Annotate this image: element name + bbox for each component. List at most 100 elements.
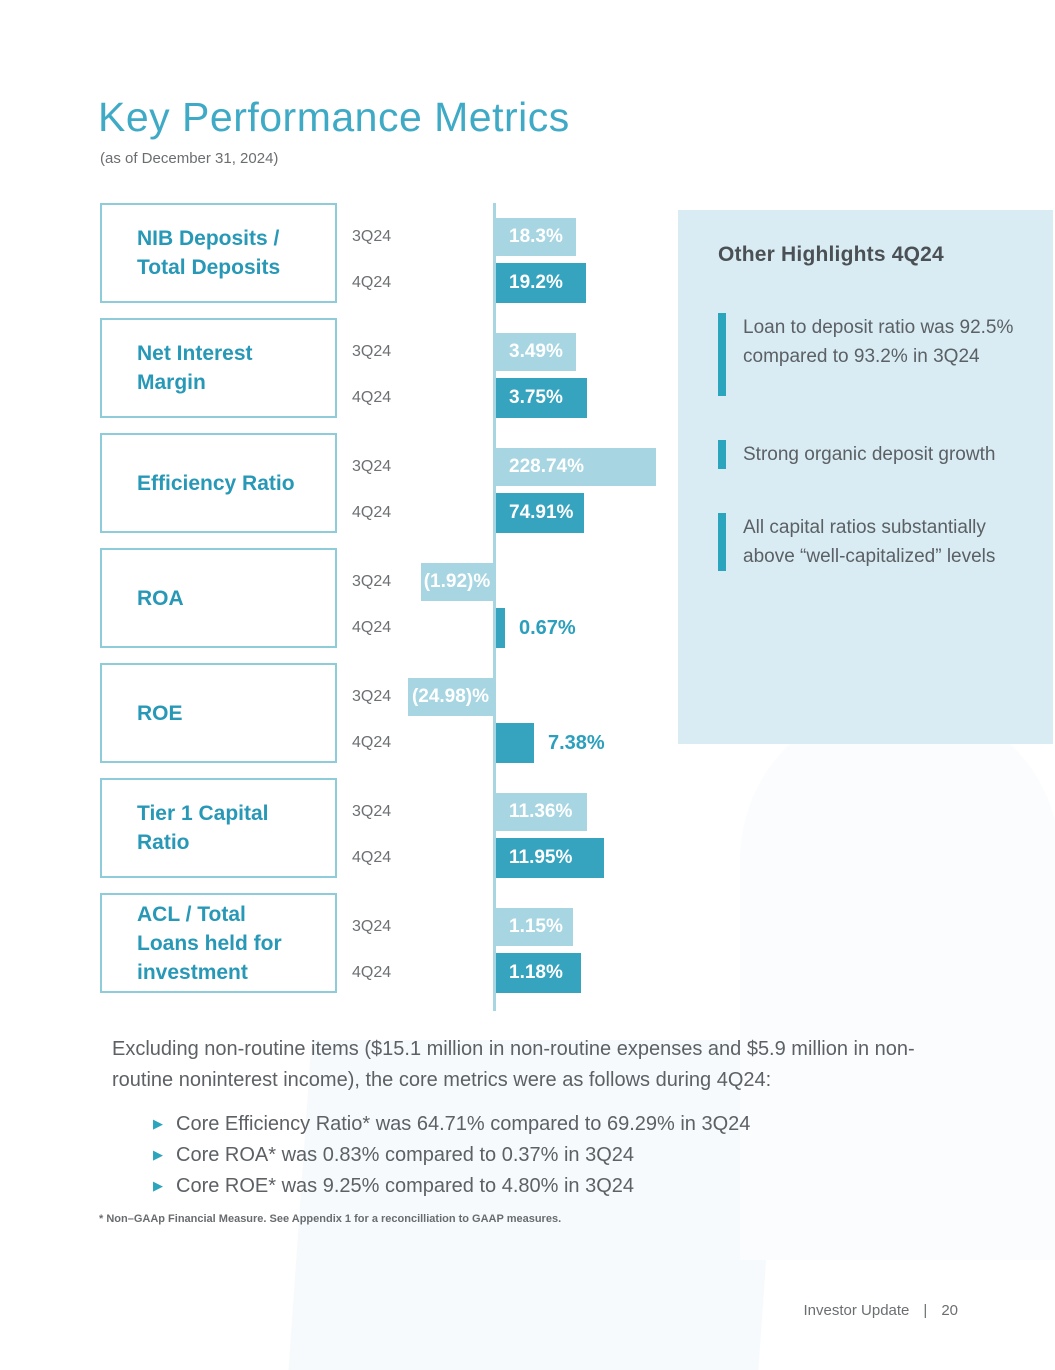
metric-bar: (24.98)% — [408, 678, 493, 716]
footer-label: Investor Update — [803, 1302, 910, 1319]
bar-value-label: 3.75% — [509, 387, 563, 408]
metric-bar: 19.2% — [496, 263, 586, 303]
metric-bar: 3.75% — [496, 378, 587, 418]
bar-row-4q24: 4Q24 11.95% — [100, 838, 678, 878]
metric-box: Tier 1 Capital Ratio — [100, 778, 337, 878]
metric-group: Net Interest Margin 3Q24 3.49% 4Q24 3.75% — [100, 318, 678, 433]
highlight-item: Strong organic deposit growth — [718, 440, 1015, 469]
bar-row-4q24: 4Q24 0.67% — [100, 608, 678, 648]
quarter-label: 4Q24 — [352, 964, 392, 981]
bar-row-4q24: 4Q24 1.18% — [100, 953, 678, 993]
quarter-label: 3Q24 — [352, 803, 392, 820]
quarter-label: 3Q24 — [352, 688, 392, 705]
quarter-label: 3Q24 — [352, 918, 392, 935]
metric-bar: 74.91% — [496, 493, 584, 533]
note-bullet: ▶ Core Efficiency Ratio* was 64.71% compa… — [153, 1109, 972, 1140]
bar-value-label: 228.74% — [509, 456, 585, 477]
metric-box: ACL / Total Loans held for investment — [100, 893, 337, 993]
metric-group: NIB Deposits / Total Deposits 3Q24 18.3% 4Q… — [100, 203, 678, 318]
bar-value-label: 11.95% — [509, 847, 573, 868]
footnote: * Non–GAAp Financial Measure. See Append… — [99, 1213, 562, 1225]
bar-row-4q24: 4Q24 19.2% — [100, 263, 678, 303]
metric-name-label: Net Interest Margin — [137, 342, 253, 394]
quarter-label: 4Q24 — [352, 849, 392, 866]
bar-row-3q24: 3Q24 228.74% — [100, 448, 678, 486]
highlight-accent-bar — [718, 440, 726, 469]
bar-value-label: 3.49% — [509, 341, 563, 362]
triangle-bullet-icon: ▶ — [153, 1116, 163, 1131]
metric-bar: 228.74% — [496, 448, 656, 486]
metric-name-label: ROE — [137, 701, 183, 725]
bar-row-3q24: 3Q24 1.15% — [100, 908, 678, 946]
page-subtitle: (as of December 31, 2024) — [100, 150, 279, 167]
highlight-accent-bar — [718, 313, 726, 396]
metric-box: Net Interest Margin — [100, 318, 337, 418]
highlight-accent-bar — [718, 513, 726, 571]
metric-name-label: Efficiency Ratio — [137, 471, 295, 495]
notes-section: Excluding non-routine items ($15.1 milli… — [112, 1034, 972, 1202]
highlight-item: All capital ratios substantially above “… — [718, 513, 1015, 571]
quarter-label: 4Q24 — [352, 504, 392, 521]
note-bullet-text: Core ROE* was 9.25% compared to 4.80% in… — [176, 1175, 635, 1197]
bar-row-3q24: 3Q24 (24.98)% — [100, 678, 678, 716]
metric-bar — [496, 723, 534, 763]
metric-bar: 3.49% — [496, 333, 576, 371]
highlights-panel: Other Highlights 4Q24 Loan to deposit ra… — [678, 210, 1053, 744]
triangle-bullet-icon: ▶ — [153, 1147, 163, 1162]
bar-value-label: 1.18% — [509, 962, 563, 983]
metric-name-label: ROA — [137, 586, 184, 610]
quarter-label: 3Q24 — [352, 458, 392, 475]
metric-bar: 11.95% — [496, 838, 604, 878]
highlights-title: Other Highlights 4Q24 — [718, 243, 944, 266]
bar-value-label: 18.3% — [509, 226, 563, 247]
triangle-bullet-icon: ▶ — [153, 1178, 163, 1193]
bar-value-label: 74.91% — [509, 502, 574, 523]
footer-page-number: 20 — [941, 1302, 958, 1319]
metric-bar: 1.18% — [496, 953, 581, 993]
highlight-text: Strong organic deposit growth — [743, 444, 996, 465]
metric-name-label: NIB Deposits / Total Deposits — [137, 227, 281, 279]
highlight-item: Loan to deposit ratio was 92.5% compared… — [718, 313, 1015, 396]
metric-box: NIB Deposits / Total Deposits — [100, 203, 337, 303]
chart-axis-line — [493, 203, 496, 1011]
metric-group: ACL / Total Loans held for investment 3Q2… — [100, 893, 678, 1008]
notes-intro: Excluding non-routine items ($15.1 milli… — [112, 1038, 915, 1091]
bar-row-4q24: 4Q24 7.38% — [100, 723, 678, 763]
highlight-text: All capital ratios substantially above “… — [743, 517, 996, 567]
bar-row-4q24: 4Q24 74.91% — [100, 493, 678, 533]
bar-row-4q24: 4Q24 3.75% — [100, 378, 678, 418]
bar-row-3q24: 3Q24 (1.92)% — [100, 563, 678, 601]
highlight-text: Loan to deposit ratio was 92.5% compared… — [743, 317, 1014, 367]
metric-group: ROA 3Q24 (1.92)% 4Q24 0.67% — [100, 548, 678, 663]
note-bullet-text: Core ROA* was 0.83% compared to 0.37% in… — [176, 1144, 635, 1166]
quarter-label: 3Q24 — [352, 343, 392, 360]
metric-group: Tier 1 Capital Ratio 3Q24 11.36% 4Q24 11.95% — [100, 778, 678, 893]
quarter-label: 4Q24 — [352, 619, 392, 636]
note-bullet: ▶ Core ROE* was 9.25% compared to 4.80% i… — [153, 1171, 972, 1202]
metric-group: ROE 3Q24 (24.98)% 4Q24 7.38% — [100, 663, 678, 778]
metric-box: ROE — [100, 663, 337, 763]
bar-value-label: 0.67% — [519, 617, 576, 639]
bar-row-3q24: 3Q24 3.49% — [100, 333, 678, 371]
metric-bar: 1.15% — [496, 908, 573, 946]
metric-bar: 11.36% — [496, 793, 587, 831]
quarter-label: 4Q24 — [352, 734, 392, 751]
metric-box: Efficiency Ratio — [100, 433, 337, 533]
metric-bar — [496, 608, 505, 648]
bar-row-3q24: 3Q24 11.36% — [100, 793, 678, 831]
quarter-label: 4Q24 — [352, 389, 392, 406]
notes-bullet-list: ▶ Core Efficiency Ratio* was 64.71% compa… — [153, 1109, 972, 1202]
quarter-label: 3Q24 — [352, 228, 392, 245]
metric-name-label: ACL / Total Loans held for investment — [137, 902, 282, 984]
note-bullet-text: Core Efficiency Ratio* was 64.71% compar… — [176, 1113, 751, 1135]
metric-bar: 18.3% — [496, 218, 576, 256]
metric-bar: (1.92)% — [421, 563, 493, 601]
note-bullet: ▶ Core ROA* was 0.83% compared to 0.37% i… — [153, 1140, 972, 1171]
quarter-label: 3Q24 — [352, 573, 392, 590]
bar-value-label: (1.92)% — [423, 571, 491, 592]
bar-value-label: 11.36% — [509, 801, 573, 822]
metric-name-label: Tier 1 Capital Ratio — [137, 802, 269, 854]
footer-separator: | — [923, 1302, 928, 1319]
bar-value-label: 1.15% — [509, 916, 563, 937]
